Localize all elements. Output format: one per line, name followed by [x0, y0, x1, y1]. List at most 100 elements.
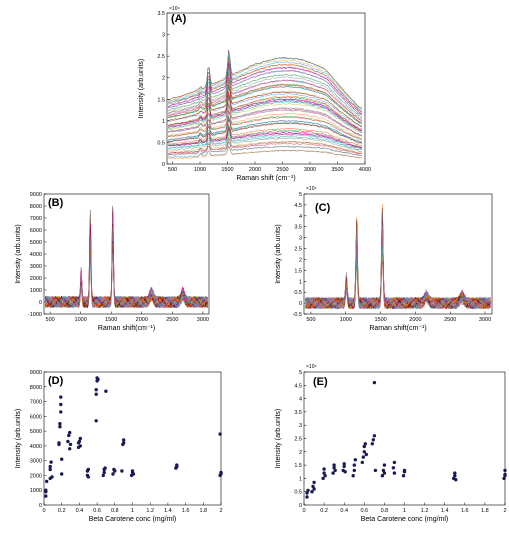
spectrum-line: [168, 91, 363, 131]
x-tick-label: 1500: [221, 167, 233, 173]
data-point: [312, 480, 316, 485]
y-tick-label: 3.5: [294, 225, 302, 231]
spectrum-line: [167, 52, 363, 109]
spectrum-line: [168, 127, 363, 149]
y-axis-label: Intensity (arb.units): [275, 409, 282, 469]
data-point: [44, 488, 48, 492]
spectrum-line: [167, 124, 363, 148]
chart-b: 500 1000 1500 2000 2500 3000 -1000 0 1000 2000 300…: [15, 192, 210, 332]
data-point: [78, 436, 83, 441]
y-tick-label: -0.5: [293, 312, 302, 318]
y-tick-label: 0.5: [294, 490, 302, 496]
spectrum-line: [168, 95, 363, 132]
data-point: [331, 471, 335, 475]
data-point: [48, 464, 52, 469]
data-point: [343, 470, 347, 474]
spectrum-line: [167, 125, 363, 149]
x-tick-label: 1.8: [481, 508, 489, 514]
x-axis-label: Beta Carotene conc (mg/ml): [89, 516, 177, 523]
spectrum-line: [168, 61, 363, 115]
spectrum-line: [168, 108, 363, 139]
data-point: [49, 460, 53, 464]
y-tick-label: 0: [299, 503, 302, 509]
x-tick-label: 500: [168, 167, 177, 173]
x-tick-label: 0: [302, 508, 305, 514]
data-point: [352, 468, 356, 473]
data-point: [372, 380, 377, 385]
y-tick-label: 0.5: [157, 140, 165, 146]
y-tick-label: 7000: [30, 216, 42, 222]
x-tick-label: 2500: [444, 317, 456, 323]
axis-exponent: ×10⁴: [306, 364, 317, 370]
y-tick-label: 3000: [30, 459, 42, 465]
y-tick-label: 1.5: [294, 463, 302, 469]
y-tick-label: 4000: [30, 252, 42, 258]
y-tick-label: 2.5: [294, 247, 302, 253]
data-point: [58, 422, 62, 426]
chart-c: 500 1000 1500 2000 2500 3000 -0.5 0 0.5 1 1.5 2 2.5 3…: [275, 186, 493, 332]
x-tick-label: 1: [403, 508, 406, 514]
spectrum-line: [45, 252, 208, 309]
y-tick-label: 0: [39, 300, 42, 306]
data-point: [401, 474, 406, 478]
data-point: [332, 466, 336, 470]
data-point: [78, 444, 83, 448]
data-point: [57, 441, 61, 445]
data-point: [68, 447, 72, 451]
series-group: [167, 50, 363, 159]
x-tick-label: 1.2: [421, 508, 429, 514]
x-axis-label: Raman shift (cm⁻¹): [236, 175, 295, 182]
spectrum-line: [167, 79, 363, 124]
x-tick-label: 0.2: [58, 508, 66, 514]
x-tick-label: 3000: [479, 317, 491, 323]
data-point: [122, 438, 126, 442]
data-point: [332, 463, 336, 467]
data-point: [67, 433, 71, 438]
spectrum-line: [305, 225, 491, 310]
x-tick-label: 0: [42, 508, 45, 514]
data-point: [130, 469, 135, 473]
data-point: [333, 468, 337, 473]
data-point: [305, 495, 309, 499]
spectrum-line: [167, 87, 363, 128]
data-point: [59, 395, 63, 399]
spectrum-line: [168, 115, 363, 143]
y-tick-label: 3: [299, 423, 302, 429]
x-tick-label: 2500: [276, 167, 288, 173]
x-tick-label: 1000: [194, 167, 206, 173]
data-point: [382, 471, 387, 475]
y-tick-label: 5: [299, 370, 302, 376]
data-point: [113, 469, 117, 473]
spectrum-line: [168, 57, 363, 112]
data-point: [453, 474, 457, 478]
y-axis-label: Intensity (arb.units): [15, 224, 22, 284]
data-point: [392, 460, 397, 465]
data-point: [306, 488, 310, 493]
chart-a: 500 1000 1500 2000 2500 3000 3500 4000 0 0.5 1 1.5 2…: [138, 6, 371, 182]
data-point: [111, 472, 115, 476]
data-point: [363, 442, 367, 446]
x-tick-label: 2: [503, 508, 506, 514]
axis-exponent: ×10⁴: [169, 6, 180, 12]
y-tick-label: 0: [39, 503, 42, 509]
spectrum-line: [168, 146, 363, 159]
data-point: [391, 466, 396, 470]
data-point: [353, 458, 357, 462]
x-tick-label: 0.8: [111, 508, 119, 514]
x-tick-label: 3000: [197, 317, 209, 323]
data-point: [322, 471, 326, 475]
data-point: [86, 467, 91, 472]
y-tick-label: 1.5: [157, 97, 165, 103]
spectrum-line: [167, 91, 363, 130]
spectrum-line: [168, 71, 363, 120]
data-point: [77, 439, 82, 444]
y-axis-label: Intensity (arb.units): [275, 224, 282, 284]
x-tick-label: 500: [306, 317, 315, 323]
y-tick-label: 2.5: [294, 437, 302, 443]
y-tick-label: 9000: [30, 192, 42, 198]
data-point: [305, 491, 309, 495]
y-tick-label: 1000: [30, 288, 42, 294]
x-tick-label: 4000: [359, 167, 371, 173]
spectrum-line: [167, 55, 363, 111]
